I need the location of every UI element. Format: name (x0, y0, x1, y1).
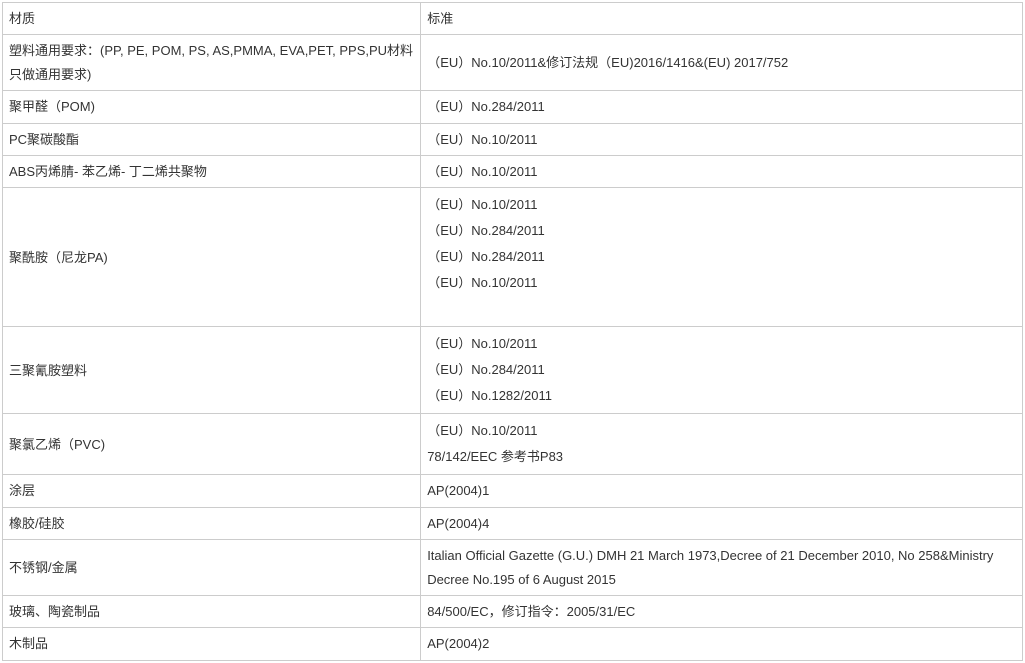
standard-cell: （EU）No.10/2011 (421, 155, 1023, 187)
table-row: 不锈钢/金属 Italian Official Gazette (G.U.) D… (3, 540, 1023, 596)
table-body: 材质 标准 塑料通用要求：(PP, PE, POM, PS, AS,PMMA, … (3, 3, 1023, 661)
material-cell: 不锈钢/金属 (3, 540, 421, 596)
standard-cell: 84/500/EC，修订指令：2005/31/EC (421, 595, 1023, 627)
material-cell: 聚酰胺（尼龙PA) (3, 188, 421, 327)
standard-line: （EU）No.1282/2011 (427, 383, 1016, 409)
material-cell: 聚氯乙烯（PVC) (3, 414, 421, 475)
materials-standards-table: 材质 标准 塑料通用要求：(PP, PE, POM, PS, AS,PMMA, … (2, 2, 1023, 661)
table-row: 涂层 AP(2004)1 (3, 475, 1023, 507)
material-cell: 橡胶/硅胶 (3, 507, 421, 539)
material-cell: ABS丙烯腈- 苯乙烯- 丁二烯共聚物 (3, 155, 421, 187)
standard-cell-multiline: （EU）No.10/2011 78/142/EEC 参考书P83 (421, 414, 1023, 475)
table-row: 塑料通用要求：(PP, PE, POM, PS, AS,PMMA, EVA,PE… (3, 35, 1023, 91)
standard-line: （EU）No.284/2011 (427, 218, 1016, 244)
table-row: 玻璃、陶瓷制品 84/500/EC，修订指令：2005/31/EC (3, 595, 1023, 627)
standard-cell-multiline: （EU）No.10/2011 （EU）No.284/2011 （EU）No.12… (421, 327, 1023, 414)
standard-cell: （EU）No.284/2011 (421, 91, 1023, 123)
standard-line: 78/142/EEC 参考书P83 (427, 444, 1016, 470)
table-row: 聚酰胺（尼龙PA) （EU）No.10/2011 （EU）No.284/2011… (3, 188, 1023, 327)
table-header-row: 材质 标准 (3, 3, 1023, 35)
standard-line: （EU）No.10/2011 (427, 270, 1016, 296)
standard-line: （EU）No.284/2011 (427, 244, 1016, 270)
material-column-header: 材质 (3, 3, 421, 35)
table-row: 聚甲醛（POM) （EU）No.284/2011 (3, 91, 1023, 123)
standard-column-header: 标准 (421, 3, 1023, 35)
material-cell: 涂层 (3, 475, 421, 507)
material-cell: 木制品 (3, 628, 421, 660)
material-cell: 三聚氰胺塑料 (3, 327, 421, 414)
standard-line: （EU）No.10/2011 (427, 192, 1016, 218)
standard-cell: Italian Official Gazette (G.U.) DMH 21 M… (421, 540, 1023, 596)
standard-cell: AP(2004)4 (421, 507, 1023, 539)
table-row: 木制品 AP(2004)2 (3, 628, 1023, 660)
material-cell: PC聚碳酸酯 (3, 123, 421, 155)
table-row: ABS丙烯腈- 苯乙烯- 丁二烯共聚物 （EU）No.10/2011 (3, 155, 1023, 187)
table-row: 橡胶/硅胶 AP(2004)4 (3, 507, 1023, 539)
standard-cell-multiline: （EU）No.10/2011 （EU）No.284/2011 （EU）No.28… (421, 188, 1023, 327)
standard-cell: （EU）No.10/2011 (421, 123, 1023, 155)
standard-cell: AP(2004)1 (421, 475, 1023, 507)
material-cell: 玻璃、陶瓷制品 (3, 595, 421, 627)
standard-line: （EU）No.284/2011 (427, 357, 1016, 383)
table-row: 三聚氰胺塑料 （EU）No.10/2011 （EU）No.284/2011 （E… (3, 327, 1023, 414)
material-cell: 塑料通用要求：(PP, PE, POM, PS, AS,PMMA, EVA,PE… (3, 35, 421, 91)
table-row: 聚氯乙烯（PVC) （EU）No.10/2011 78/142/EEC 参考书P… (3, 414, 1023, 475)
standard-cell: AP(2004)2 (421, 628, 1023, 660)
standard-line (427, 296, 1016, 322)
standard-line: （EU）No.10/2011 (427, 418, 1016, 444)
standard-line: （EU）No.10/2011 (427, 331, 1016, 357)
standard-cell: （EU）No.10/2011&修订法规（EU)2016/1416&(EU) 20… (421, 35, 1023, 91)
material-cell: 聚甲醛（POM) (3, 91, 421, 123)
table-row: PC聚碳酸酯 （EU）No.10/2011 (3, 123, 1023, 155)
